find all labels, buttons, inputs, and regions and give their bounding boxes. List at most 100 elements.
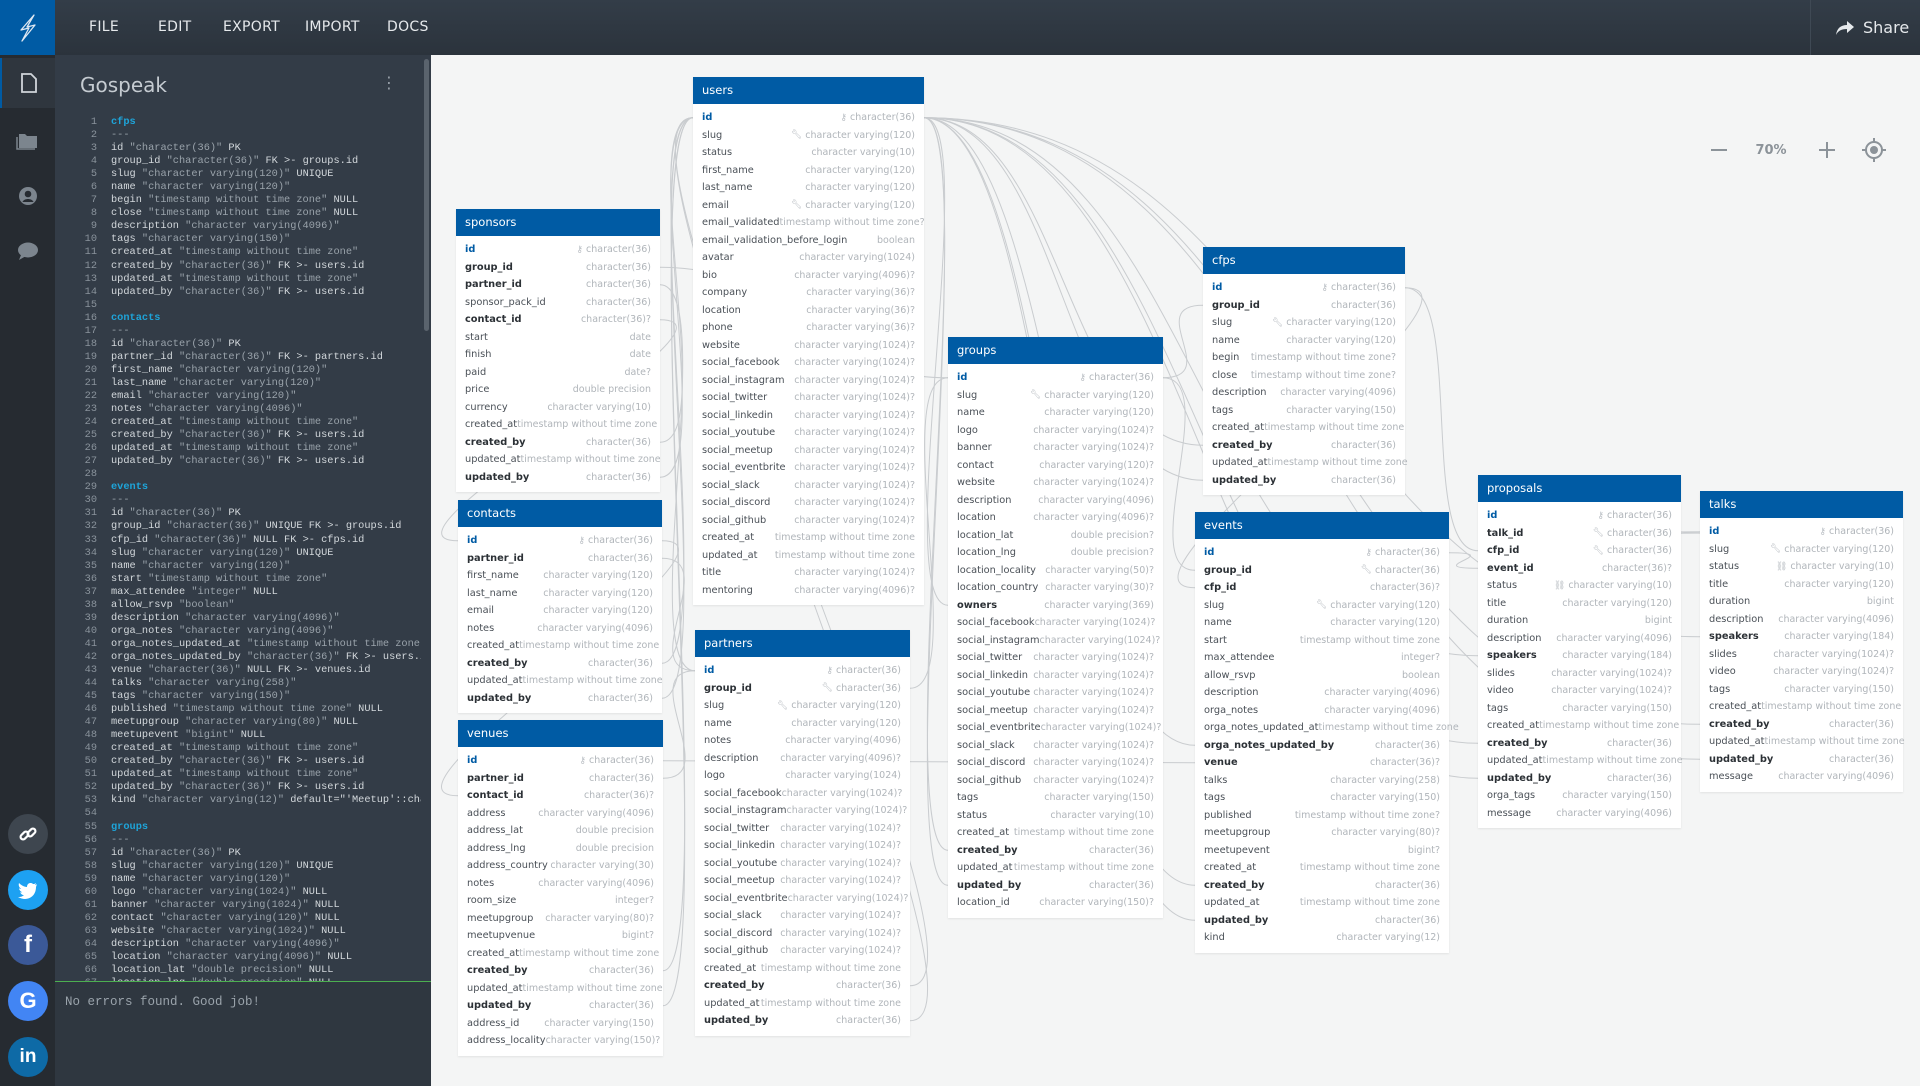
table-column[interactable]: id ⚷ character(36) (693, 109, 924, 127)
table-column[interactable]: social_github character varying(1024)? (948, 772, 1163, 790)
table-column[interactable]: company character varying(36)? (693, 284, 924, 302)
table-column[interactable]: updated_by character(36) (1195, 912, 1449, 930)
table-column[interactable]: id ⚷ character(36) (458, 532, 662, 550)
share-button[interactable]: Share (1835, 0, 1909, 55)
table-column[interactable]: social_youtube character varying(1024)? (693, 424, 924, 442)
table-title[interactable]: cfps (1203, 247, 1405, 274)
table-column[interactable]: social_discord character varying(1024)? (695, 925, 910, 943)
table-title[interactable]: venues (458, 720, 663, 747)
table-column[interactable]: description character varying(4096) (1700, 611, 1903, 629)
table-column[interactable]: created_by character(36) (948, 842, 1163, 860)
table-column[interactable]: updated_by character(36) (1203, 472, 1405, 490)
table-column[interactable]: logo character varying(1024)? (948, 422, 1163, 440)
table-column[interactable]: social_instagram character varying(1024)? (948, 632, 1163, 650)
table-column[interactable]: message character varying(4096) (1700, 768, 1903, 786)
table-column[interactable]: orga_notes character varying(4096) (1195, 702, 1449, 720)
table-column[interactable]: last_name character varying(120) (693, 179, 924, 197)
twitter-button[interactable] (8, 870, 48, 910)
table-column[interactable]: created_at timestamp without time zone (693, 529, 924, 547)
table-column[interactable]: tags character varying(150) (1478, 700, 1681, 718)
table-column[interactable]: updated_at timestamp without time zone (456, 451, 661, 469)
table-column[interactable]: meetupevent bigint? (1195, 842, 1449, 860)
table-column[interactable]: title character varying(120) (1478, 595, 1681, 613)
table-column[interactable]: created_at timestamp without time zone (1478, 717, 1681, 735)
table-column[interactable]: name character varying(120) (695, 715, 910, 733)
table-column[interactable]: bio character varying(4096)? (693, 267, 924, 285)
table-column[interactable]: location_lng double precision? (948, 544, 1163, 562)
table-column[interactable]: id ⚷ character(36) (695, 662, 910, 680)
table-column[interactable]: published timestamp without time zone? (1195, 807, 1449, 825)
table-column[interactable]: status character varying(10) (948, 807, 1163, 825)
table-title[interactable]: groups (948, 337, 1163, 364)
table-column[interactable]: updated_by character(36) (458, 997, 663, 1015)
table-column[interactable]: social_twitter character varying(1024)? (693, 389, 924, 407)
table-column[interactable]: description character varying(4096)? (695, 750, 910, 768)
table-column[interactable]: id ⚷ character(36) (948, 369, 1163, 387)
table-groups[interactable]: groups id ⚷ character(36) slug 🔧︎ character va… (948, 337, 1163, 918)
table-column[interactable]: id ⚷ character(36) (1700, 523, 1903, 541)
table-column[interactable]: max_attendee integer? (1195, 649, 1449, 667)
editor-scrollbar[interactable] (424, 59, 429, 331)
table-column[interactable]: mentoring character varying(4096)? (693, 582, 924, 600)
table-column[interactable]: social_youtube character varying(1024)? (695, 855, 910, 873)
table-column[interactable]: logo character varying(1024) (695, 767, 910, 785)
menu-import[interactable]: IMPORT (305, 19, 360, 35)
table-column[interactable]: created_by character(36) (1195, 877, 1449, 895)
table-column[interactable]: group_id 🔧︎ character(36) (695, 680, 910, 698)
table-column[interactable]: created_by character(36) (458, 655, 662, 673)
table-sponsors[interactable]: sponsors id ⚷ character(36) group_id characte… (456, 209, 661, 492)
table-column[interactable]: updated_at timestamp without time zone (1195, 894, 1449, 912)
table-column[interactable]: currency character varying(10) (456, 399, 660, 417)
table-column[interactable]: tags character varying(150) (1700, 681, 1903, 699)
table-column[interactable]: slug 🔧︎ character varying(120) (1700, 541, 1903, 559)
menu-file[interactable]: FILE (89, 19, 120, 35)
table-column[interactable]: allow_rsvp boolean (1195, 667, 1449, 685)
table-column[interactable]: social_instagram character varying(1024)? (693, 372, 924, 390)
nav-file[interactable] (0, 58, 55, 108)
table-column[interactable]: created_at timestamp without time zone (458, 945, 663, 963)
table-column[interactable]: created_at timestamp without time zone (1203, 419, 1405, 437)
table-column[interactable]: meetupgroup character varying(80)? (1195, 824, 1449, 842)
table-column[interactable]: kind character varying(12) (1195, 929, 1449, 947)
table-column[interactable]: status character varying(10) (693, 144, 924, 162)
table-column[interactable]: meetupvenue bigint? (458, 927, 663, 945)
table-column[interactable]: status ⛓ character varying(10) (1478, 577, 1681, 595)
nav-chat[interactable] (0, 226, 55, 276)
table-column[interactable]: updated_by character(36) (456, 469, 660, 487)
table-column[interactable]: social_slack character varying(1024)? (693, 477, 924, 495)
table-column[interactable]: description character varying(4096) (948, 492, 1163, 510)
table-column[interactable]: orga_notes_updated_at timestamp without t… (1195, 719, 1459, 737)
table-column[interactable]: address_id character varying(150) (458, 1015, 663, 1033)
menu-docs[interactable]: DOCS (387, 19, 429, 35)
table-title[interactable]: events (1195, 512, 1449, 539)
schema-editor[interactable]: Gospeak ⋮ 1 cfps 2 --- 3 id "character(36)" P… (55, 55, 431, 981)
table-talks[interactable]: talks id ⚷ character(36) slug 🔧︎ character var… (1700, 491, 1905, 792)
table-column[interactable]: message character varying(4096) (1478, 805, 1681, 823)
table-column[interactable]: group_id 🔧︎ character(36) (1195, 562, 1449, 580)
table-column[interactable]: speakers character varying(184) (1700, 628, 1903, 646)
table-column[interactable]: social_meetup character varying(1024)? (695, 872, 910, 890)
table-column[interactable]: social_eventbrite character varying(1024)… (948, 719, 1163, 737)
table-column[interactable]: notes character varying(4096) (458, 620, 662, 638)
table-column[interactable]: address_country character varying(30) (458, 857, 663, 875)
table-column[interactable]: last_name character varying(120) (458, 585, 662, 603)
table-column[interactable]: slug 🔧︎ character varying(120) (1203, 314, 1405, 332)
table-column[interactable]: created_at timestamp without time zone (1700, 698, 1903, 716)
table-column[interactable]: slug 🔧︎ character varying(120) (693, 127, 924, 145)
table-column[interactable]: partner_id character(36) (458, 550, 662, 568)
table-column[interactable]: social_twitter character varying(1024)? (948, 649, 1163, 667)
table-column[interactable]: social_github character varying(1024)? (695, 942, 910, 960)
table-column[interactable]: price double precision (456, 381, 660, 399)
table-events[interactable]: events id ⚷ character(36) group_id 🔧︎ characte… (1195, 512, 1459, 953)
table-column[interactable]: created_by character(36) (1203, 437, 1405, 455)
table-column[interactable]: updated_by character(36) (695, 1012, 910, 1030)
table-column[interactable]: id ⚷ character(36) (456, 241, 660, 259)
table-column[interactable]: duration bigint (1478, 612, 1681, 630)
table-column[interactable]: created_at timestamp without time zone (695, 960, 910, 978)
table-column[interactable]: location_lat double precision? (948, 527, 1163, 545)
table-column[interactable]: updated_by character(36) (1700, 751, 1903, 769)
table-column[interactable]: banner character varying(1024)? (948, 439, 1163, 457)
table-column[interactable]: orga_notes_updated_by character(36) (1195, 737, 1449, 755)
table-column[interactable]: group_id character(36) (456, 259, 660, 277)
table-column[interactable]: room_size integer? (458, 892, 663, 910)
